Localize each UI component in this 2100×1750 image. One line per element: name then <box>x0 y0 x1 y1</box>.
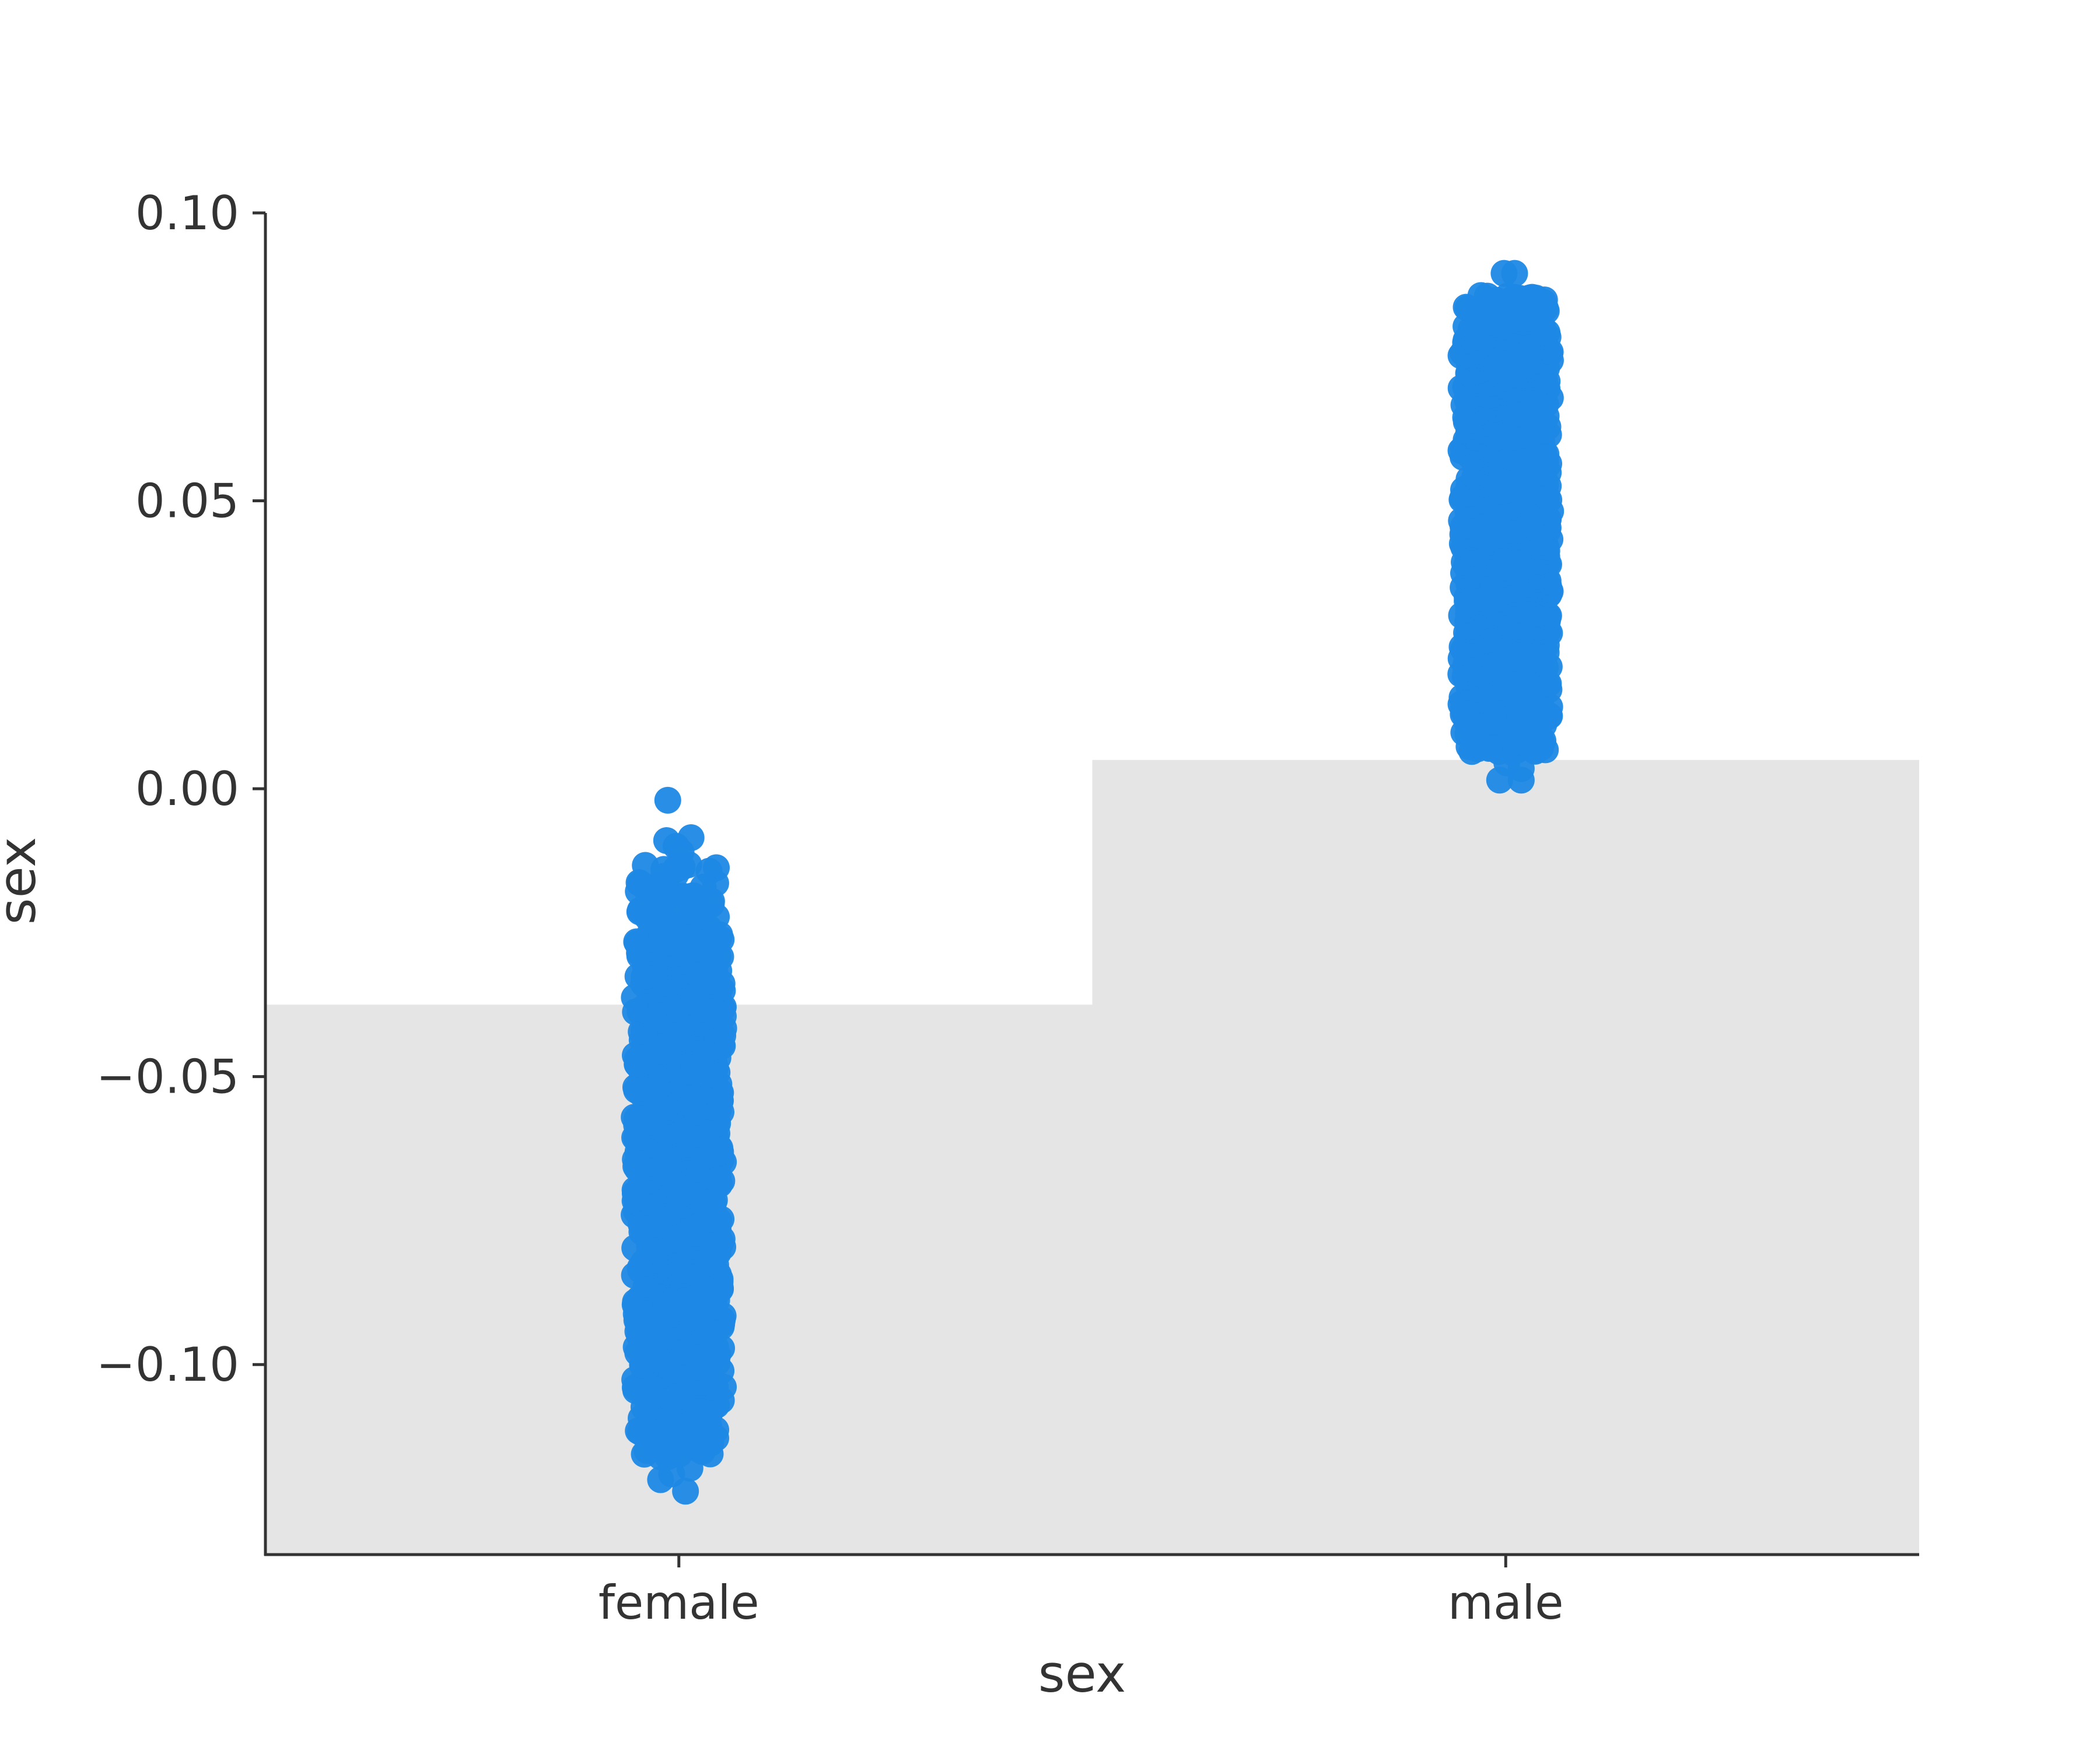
data-point <box>706 921 733 949</box>
y-tick-label: 0.05 <box>135 474 239 528</box>
data-point-outlier <box>1475 735 1503 762</box>
data-point <box>649 910 676 937</box>
data-point <box>703 854 730 881</box>
data-point-outlier <box>1496 294 1523 321</box>
series-female <box>621 786 737 1505</box>
data-point-outlier <box>672 1478 699 1505</box>
y-tick-label: −0.10 <box>96 1338 239 1392</box>
data-point <box>673 924 700 951</box>
points-layer <box>621 260 1564 1505</box>
data-point-outlier <box>681 1432 708 1459</box>
data-point-outlier <box>654 1443 681 1471</box>
data-point-outlier <box>676 1454 704 1482</box>
data-point-outlier <box>1501 260 1528 287</box>
data-point-outlier <box>1475 300 1503 327</box>
y-tick-label: 0.10 <box>135 186 239 240</box>
data-point <box>648 888 676 916</box>
data-point <box>1450 719 1478 746</box>
data-point-outlier <box>1507 755 1535 782</box>
series-male <box>1447 260 1564 794</box>
y-tick-label: 0.00 <box>135 762 239 816</box>
y-axis-label: sex <box>0 837 47 925</box>
data-point <box>688 902 716 929</box>
y-tick-label: −0.05 <box>96 1050 239 1104</box>
data-point-outlier <box>1506 703 1534 730</box>
bars-layer <box>265 760 1919 1555</box>
x-axis-label: sex <box>1038 1644 1126 1704</box>
axes-layer: 0.10 0.05 0.00 −0.05 −0.10 female male <box>96 186 1919 1630</box>
data-point-outlier <box>662 856 690 883</box>
data-point <box>692 1407 720 1434</box>
x-tick-label-female: female <box>598 1576 760 1630</box>
data-point-outlier <box>654 786 681 814</box>
data-point <box>663 1409 691 1436</box>
bar-male <box>1092 760 1919 1555</box>
x-tick-label-male: male <box>1448 1576 1563 1630</box>
